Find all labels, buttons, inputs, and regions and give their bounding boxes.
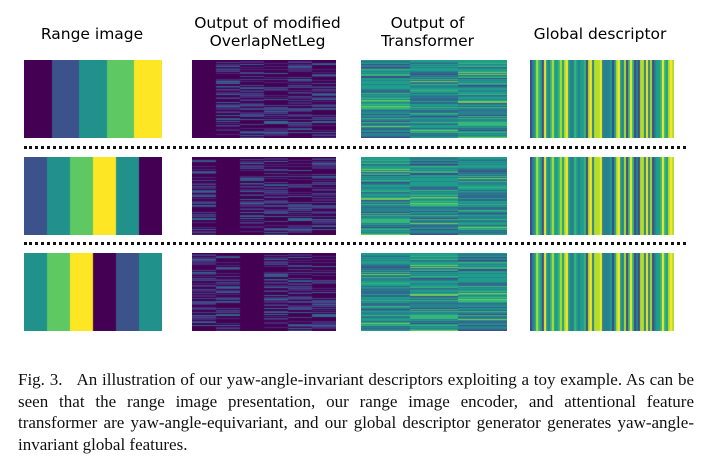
overlapnet-output-row-3 — [192, 253, 336, 331]
range-image-canvas — [24, 60, 162, 138]
column-header-range: Range image — [40, 25, 144, 43]
range-image-row-2 — [24, 157, 162, 235]
figure-label: Fig. 3. — [18, 370, 63, 389]
overlapnet-output-canvas — [192, 253, 336, 331]
transformer-output-canvas — [361, 253, 507, 331]
transformer-output-row-1 — [361, 60, 507, 138]
global-descriptor-canvas — [530, 157, 674, 235]
row-separator-2 — [24, 242, 686, 245]
overlapnet-output-row-1 — [192, 60, 336, 138]
range-image-canvas — [24, 253, 162, 331]
global-descriptor-canvas — [530, 253, 674, 331]
transformer-output-row-3 — [361, 253, 507, 331]
global-descriptor-row-2 — [530, 157, 674, 235]
caption-text: An illustration of our yaw-angle-invaria… — [18, 370, 694, 454]
global-descriptor-row-3 — [530, 253, 674, 331]
transformer-output-canvas — [361, 157, 507, 235]
row-separator-1 — [24, 146, 686, 149]
global-descriptor-canvas — [530, 60, 674, 138]
overlapnet-output-row-2 — [192, 157, 336, 235]
range-image-canvas — [24, 157, 162, 235]
overlapnet-output-canvas — [192, 157, 336, 235]
global-descriptor-row-1 — [530, 60, 674, 138]
range-image-row-3 — [24, 253, 162, 331]
column-header-transformer: Output of Transformer — [380, 14, 474, 50]
transformer-output-row-2 — [361, 157, 507, 235]
overlapnet-output-canvas — [192, 60, 336, 138]
figure-caption: Fig. 3. An illustration of our yaw-angle-… — [18, 369, 694, 455]
column-header-global: Global descriptor — [533, 25, 667, 43]
transformer-output-canvas — [361, 60, 507, 138]
column-header-overlapnet: Output of modified OverlapNetLeg — [194, 14, 341, 50]
range-image-row-1 — [24, 60, 162, 138]
